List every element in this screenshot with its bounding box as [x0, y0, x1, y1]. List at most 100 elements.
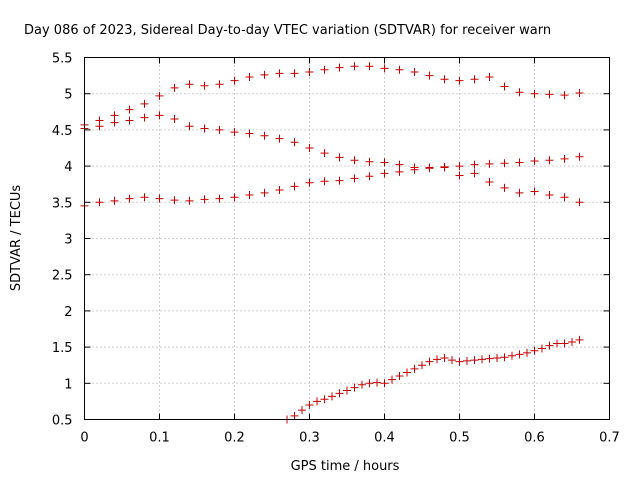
data-point: [575, 198, 584, 207]
tick-layer: 0 0.1 0.2 0.3 0.4 0.5 0.6 0.7 0.5 1 1.5 2 2.5 3 3.5 4 4.…: [52, 52, 620, 446]
data-point: [155, 194, 164, 203]
data-point: [545, 191, 554, 200]
data-point: [418, 361, 426, 370]
data-point: [230, 128, 239, 137]
data-point: [478, 355, 486, 364]
data-point: [170, 115, 179, 124]
y-tick-label: 3: [64, 233, 72, 248]
data-point: [410, 364, 419, 373]
data-point: [260, 70, 269, 79]
data-point: [485, 159, 494, 168]
data-point: [515, 350, 524, 359]
y-tick-label: 2.5: [52, 269, 73, 284]
data-point: [440, 75, 449, 84]
data-point: [335, 153, 344, 162]
y-tick-label: 4: [64, 160, 72, 175]
data-point: [553, 339, 561, 348]
data-point: [110, 111, 119, 120]
data-point: [380, 158, 389, 167]
data-point: [313, 397, 321, 406]
data-point: [500, 82, 509, 91]
data-point: [200, 124, 209, 133]
data-point: [200, 81, 209, 90]
y-tick-label: 1.5: [52, 341, 73, 356]
data-point: [185, 196, 194, 205]
data-point: [365, 157, 374, 166]
data-point: [493, 353, 501, 362]
data-point: [455, 357, 464, 366]
data-point: [343, 386, 351, 395]
data-point: [350, 156, 359, 165]
data-point: [140, 99, 149, 108]
data-point: [230, 76, 239, 85]
x-tick-label: 0: [80, 431, 88, 446]
data-point: [350, 62, 359, 71]
data-point: [395, 167, 404, 176]
data-point: [515, 88, 524, 97]
data-point: [365, 172, 374, 181]
data-point: [320, 65, 329, 74]
data-point: [500, 353, 509, 362]
data-point: [215, 80, 224, 89]
data-point: [215, 125, 224, 134]
x-tick-label: 0.2: [224, 431, 245, 446]
chart-title: Day 086 of 2023, Sidereal Day-to-day VTE…: [24, 23, 551, 38]
data-point: [245, 129, 254, 138]
data-point: [275, 185, 284, 194]
data-point: [395, 372, 404, 381]
data-point: [125, 116, 134, 125]
x-axis-label: GPS time / hours: [291, 459, 400, 474]
data-point: [485, 73, 494, 82]
data-point: [545, 90, 554, 99]
data-point: [358, 380, 366, 389]
data-point: [470, 75, 479, 84]
data-point: [425, 71, 434, 80]
data-point: [110, 196, 119, 205]
data-point: [500, 183, 509, 192]
data-point: [95, 122, 104, 131]
plot-frame: [84, 57, 610, 420]
data-point: [485, 178, 494, 187]
y-tick-label: 5.5: [52, 52, 73, 67]
data-point: [508, 351, 516, 360]
data-point: [380, 169, 389, 178]
data-point: [463, 356, 471, 365]
y-tick-label: 5: [64, 88, 72, 103]
data-point: [140, 193, 149, 202]
data-point: [485, 354, 494, 363]
data-point: [425, 164, 434, 173]
grid-layer: [84, 57, 610, 420]
data-point: [125, 105, 134, 114]
data-point: [560, 91, 569, 100]
series-series-2: [80, 111, 584, 207]
x-tick-label: 0.3: [299, 431, 320, 446]
data-point: [155, 111, 164, 120]
data-point: [515, 188, 524, 197]
data-point: [395, 160, 404, 169]
data-point: [455, 76, 464, 85]
data-point: [448, 356, 456, 365]
data-point: [170, 196, 179, 205]
data-point: [433, 355, 441, 364]
data-point: [455, 171, 464, 180]
data-point: [305, 178, 314, 187]
series-series-1: [80, 62, 584, 129]
data-point: [365, 62, 374, 71]
data-point: [245, 73, 254, 82]
data-point: [275, 134, 284, 143]
data-point: [545, 156, 554, 165]
x-tick-label: 0.5: [449, 431, 470, 446]
series-layer: [80, 62, 584, 424]
data-point: [425, 357, 434, 366]
data-point: [290, 69, 299, 78]
data-point: [515, 158, 524, 167]
data-point: [470, 169, 479, 178]
y-tick-label: 1: [64, 377, 72, 392]
data-point: [305, 67, 314, 76]
data-point: [538, 344, 546, 353]
data-point: [290, 182, 299, 191]
data-point: [575, 152, 584, 161]
data-point: [140, 113, 149, 122]
data-point: [155, 91, 164, 100]
y-tick-label: 4.5: [52, 124, 73, 139]
